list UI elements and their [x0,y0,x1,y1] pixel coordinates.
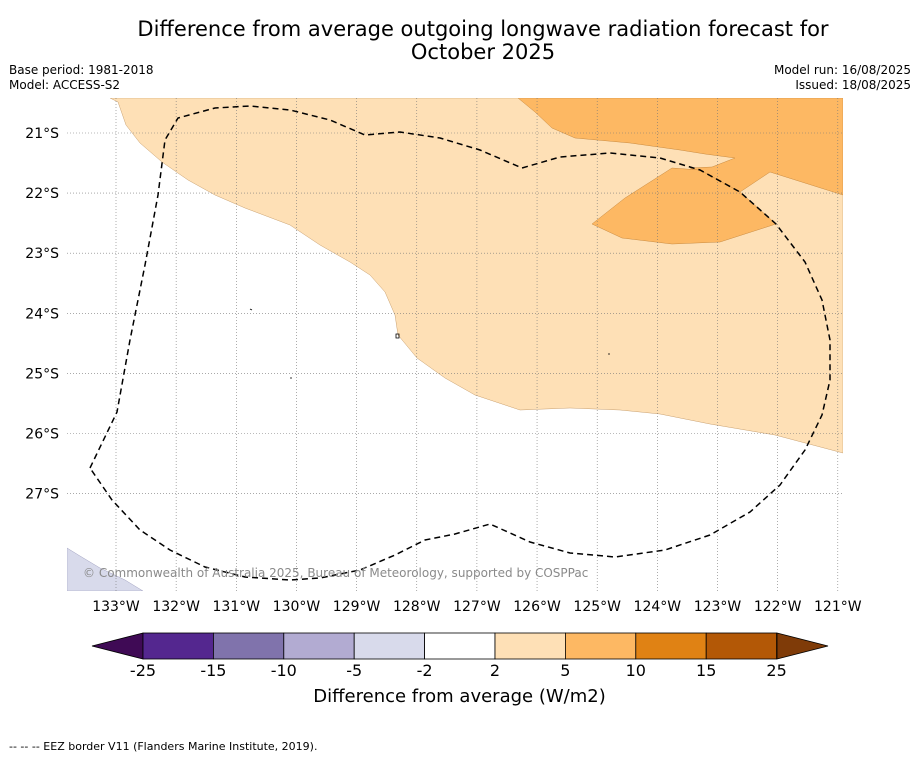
lon-tick-label: 131°W [213,599,261,615]
lon-tick-label: 132°W [152,599,200,615]
field-5-to-10-north [517,98,843,196]
colorbar-tick: 25 [766,661,786,680]
lat-tick-label: 26°S [25,427,59,443]
lon-tick-label: 128°W [393,599,441,615]
colorbar-cells [142,632,778,660]
colorbar-tick: -25 [130,661,156,680]
colorbar-tick: -15 [200,661,226,680]
colorbar-label: Difference from average (W/m2) [313,686,606,707]
gridlines [67,98,843,591]
colorbar-cell [705,632,778,660]
lon-tick-label: 133°W [92,599,140,615]
title-line-2: October 2025 [410,40,556,64]
map-svg: © Commonwealth of Australia 2025, Bureau… [25,98,862,680]
lon-tick-label: 125°W [573,599,621,615]
lat-tick-label: 22°S [25,186,59,202]
lon-tick-label: 123°W [694,599,742,615]
lat-tick-label: 23°S [25,246,59,262]
issued-date: Issued: 18/08/2025 [795,78,911,92]
colorbar-cell [424,632,496,660]
colorbar-tick: -2 [417,661,433,680]
eez-border [89,105,831,581]
meta-right: Model run: 16/08/2025 Issued: 18/08/2025 [774,63,911,93]
model-name: Model: ACCESS-S2 [9,78,121,92]
field-minus5-to-minus2 [67,547,144,591]
eez-footnote: -- -- -- EEZ border V11 (Flanders Marine… [9,740,318,753]
base-period: Base period: 1981-2018 [9,63,154,77]
colorbar-cell [565,632,637,660]
colorbar-low-extend [91,632,144,660]
title-line-1: Difference from average outgoing longwav… [137,17,829,41]
colorbar-tick: -5 [346,661,362,680]
lon-tick-label: 130°W [273,599,321,615]
map-title: Difference from average outgoing longwav… [0,18,919,64]
model-run: Model run: 16/08/2025 [773,63,911,77]
lon-tick-label: 126°W [513,599,561,615]
colorbar-cell [494,632,566,660]
colorbar-tick: 2 [490,661,500,680]
colorbar-cell [283,632,355,660]
colorbar-tick-labels: -25 -15 -10 -5 -2 2 5 10 15 25 [130,661,787,680]
map-plot-area [67,98,843,591]
colorbar-tick: 5 [560,661,570,680]
copyright-text: © Commonwealth of Australia 2025, Bureau… [83,566,588,580]
colorbar-cell [142,632,214,660]
latitude-labels: 21°S 22°S 23°S 24°S 25°S 26°S 27°S [25,126,59,503]
colorbar-tick: 15 [696,661,716,680]
lat-tick-label: 25°S [25,366,59,382]
lon-tick-label: 122°W [754,599,802,615]
colorbar-high-extend [776,632,829,660]
longitude-labels: 133°W 132°W 131°W 130°W 129°W 128°W 127°W 126°W… [92,599,862,615]
lat-tick-label: 21°S [25,126,59,142]
colorbar-cell [635,632,707,660]
lat-tick-label: 24°S [25,306,59,322]
colorbar-tick: -10 [271,661,297,680]
lon-tick-label: 127°W [453,599,501,615]
meta-left: Base period: 1981-2018 Model: ACCESS-S2 [9,63,154,93]
lon-tick-label: 124°W [634,599,682,615]
colorbar-cell [212,632,285,660]
lat-tick-label: 27°S [25,487,59,503]
colorbar-tick: 10 [626,661,646,680]
lon-tick-label: 129°W [333,599,381,615]
colorbar-cell [353,632,426,660]
lon-tick-label: 121°W [814,599,862,615]
island-specks [249,308,610,379]
colorbar: -25 -15 -10 -5 -2 2 5 10 15 25 [91,632,829,680]
